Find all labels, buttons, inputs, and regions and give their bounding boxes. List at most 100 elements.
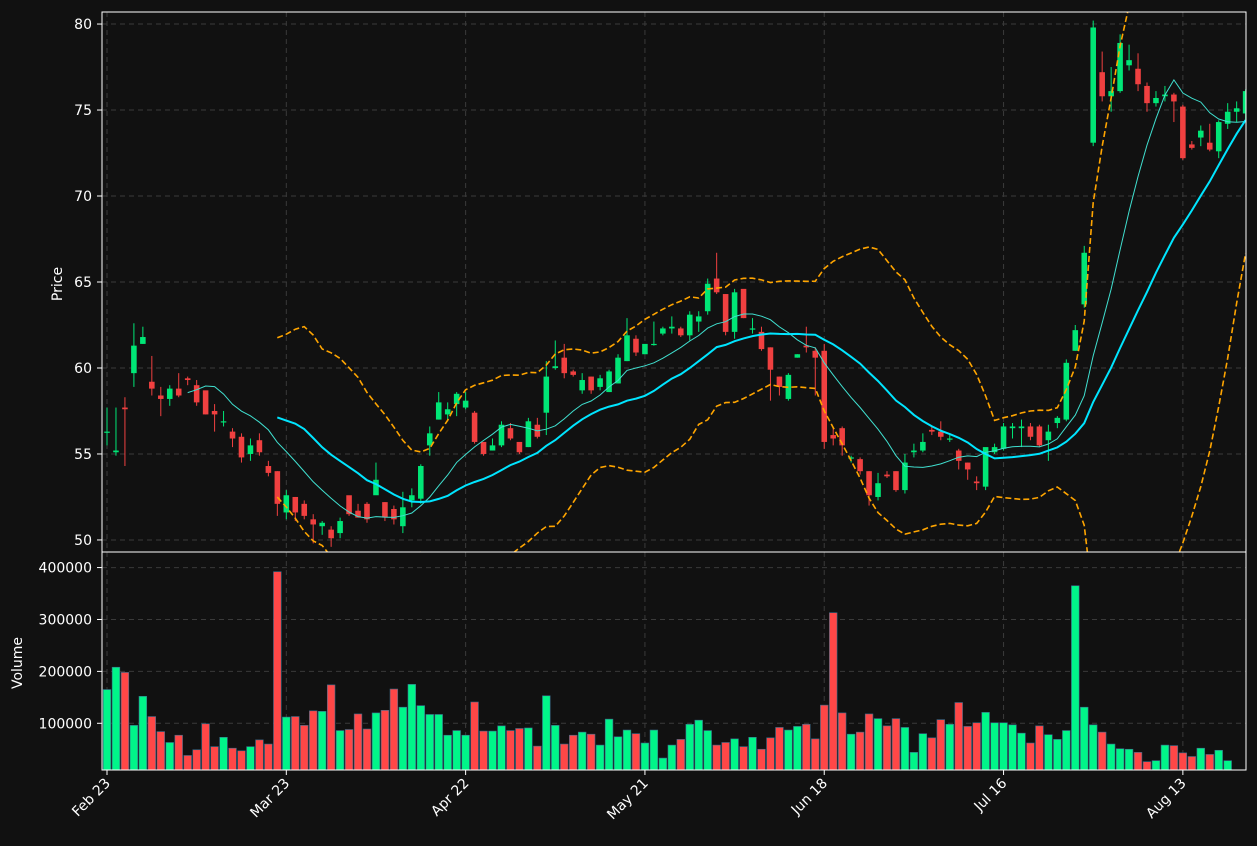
price-tick-label: 50 xyxy=(74,533,92,549)
price-axis-label: Price xyxy=(50,267,66,301)
volume-bar xyxy=(936,719,945,771)
volume-bar xyxy=(318,711,327,771)
candle-body xyxy=(104,431,110,433)
volume-bar xyxy=(1151,760,1161,771)
candle-body xyxy=(552,366,559,368)
volume-bar xyxy=(309,710,318,771)
volume-bar xyxy=(569,734,578,771)
candle-body xyxy=(669,326,675,329)
candle-body xyxy=(175,388,182,396)
candle-body xyxy=(1108,91,1114,97)
price-tick-label: 70 xyxy=(74,189,92,205)
volume-bar xyxy=(102,689,112,771)
volume-bar xyxy=(1044,734,1053,771)
volume-bar xyxy=(560,743,569,771)
candle-body xyxy=(1045,431,1052,441)
candle-body xyxy=(462,400,469,408)
candle-body xyxy=(1009,426,1016,429)
candle-body xyxy=(1189,144,1195,148)
volume-bar xyxy=(1124,748,1134,771)
volume-bar xyxy=(1026,742,1035,771)
volume-bar xyxy=(300,725,309,771)
candle-body xyxy=(426,433,433,446)
bollinger-lower-line xyxy=(276,253,1246,552)
volume-bar xyxy=(353,713,363,771)
volume-bar xyxy=(210,746,219,771)
candle-body xyxy=(247,445,254,454)
volume-bar xyxy=(658,757,668,771)
price-tick-label: 65 xyxy=(74,275,92,291)
candle-body xyxy=(615,357,621,384)
volume-bar xyxy=(811,738,820,771)
volume-bar xyxy=(730,738,739,771)
volume-bar xyxy=(273,571,282,771)
volume-bar xyxy=(667,744,676,771)
candle-body xyxy=(875,483,881,497)
volume-bar xyxy=(1017,732,1026,771)
volume-bar xyxy=(335,730,345,771)
volume-bar xyxy=(524,727,533,771)
volume-bar xyxy=(1071,585,1080,771)
volume-bar xyxy=(712,744,721,771)
candle-body xyxy=(418,466,424,499)
candle-body xyxy=(731,292,738,332)
candle-body xyxy=(893,471,899,491)
volume-bar xyxy=(470,701,479,771)
volume-bar xyxy=(954,702,963,771)
volume-bar xyxy=(362,728,372,771)
candle-body xyxy=(651,343,657,346)
volume-bar xyxy=(873,718,883,771)
volume-bar xyxy=(515,728,524,771)
candle-body xyxy=(884,474,890,477)
candle-body xyxy=(1054,417,1061,424)
candle-body xyxy=(722,294,729,332)
candle-body xyxy=(543,376,550,413)
candle-body xyxy=(1198,130,1204,138)
volume-bar xyxy=(452,730,461,771)
candle-body xyxy=(1153,97,1159,104)
candle-body xyxy=(964,462,971,470)
candle-body xyxy=(193,385,200,403)
candle-body xyxy=(498,424,505,446)
volume-bar xyxy=(237,750,246,771)
volume-bar xyxy=(703,730,712,771)
candle-body xyxy=(525,421,532,448)
candle-body xyxy=(166,388,173,399)
volume-bar xyxy=(1106,743,1116,771)
price-tick-label: 55 xyxy=(74,447,92,463)
volume-bar xyxy=(1178,752,1188,771)
candle-body xyxy=(1018,426,1025,429)
candle-body xyxy=(211,410,218,415)
volume-bar xyxy=(721,742,730,771)
candle-body xyxy=(821,350,828,442)
volume-bar xyxy=(551,725,560,771)
volume-bar xyxy=(685,724,694,771)
volume-bar xyxy=(945,724,954,771)
candle-body xyxy=(624,335,630,362)
volume-bar xyxy=(981,712,990,771)
candle-body xyxy=(740,288,747,319)
candle-body xyxy=(929,429,935,432)
volume-bar xyxy=(1142,761,1152,771)
candle-body xyxy=(749,328,756,330)
candle-body xyxy=(1126,60,1132,66)
volume-bar xyxy=(380,710,390,771)
candle-body xyxy=(1099,72,1105,97)
volume-bar xyxy=(1053,739,1062,771)
candle-body xyxy=(776,376,783,387)
volume-bar xyxy=(613,736,623,771)
volume-bar xyxy=(1089,724,1098,771)
candle-body xyxy=(1027,426,1034,437)
volume-bar xyxy=(219,736,228,771)
volume-bar xyxy=(882,725,892,771)
volume-bar xyxy=(228,747,237,771)
candle-body xyxy=(704,283,711,312)
candle-body xyxy=(1144,85,1150,104)
volume-bar xyxy=(174,734,183,771)
volume-bar xyxy=(129,725,139,771)
price-tick-label: 80 xyxy=(74,17,92,33)
volume-bar xyxy=(183,755,192,771)
volume-bar xyxy=(165,742,174,771)
candle-body xyxy=(1171,94,1177,102)
volume-bar xyxy=(820,704,829,771)
